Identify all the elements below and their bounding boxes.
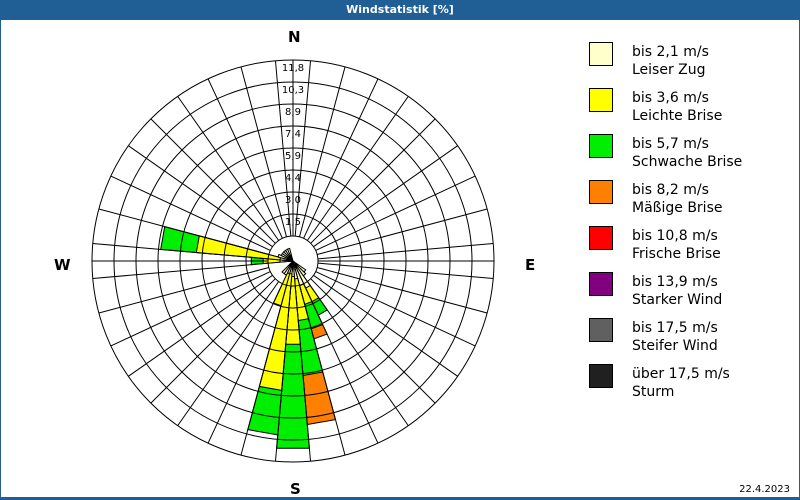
legend-swatch bbox=[589, 226, 613, 250]
chart-title: Windstatistik [%] bbox=[346, 3, 454, 16]
svg-text:3,0: 3,0 bbox=[285, 195, 301, 206]
legend-label: Schwache Brise bbox=[632, 154, 743, 170]
compass-north: N bbox=[288, 28, 301, 46]
date-stamp: 22.4.2023 bbox=[739, 484, 790, 495]
svg-text:5,9: 5,9 bbox=[285, 151, 301, 162]
legend-swatch bbox=[589, 364, 613, 388]
legend-swatch bbox=[589, 42, 613, 66]
svg-text:7,4: 7,4 bbox=[285, 129, 301, 140]
legend-speed: bis 2,1 m/s bbox=[632, 44, 709, 60]
legend-label: Sturm bbox=[632, 384, 675, 400]
legend-swatch bbox=[589, 180, 613, 204]
svg-text:4,4: 4,4 bbox=[285, 173, 301, 184]
legend-swatch bbox=[589, 134, 613, 158]
legend-label: Starker Wind bbox=[632, 292, 723, 308]
legend-label: Steifer Wind bbox=[632, 338, 718, 354]
svg-text:1,5: 1,5 bbox=[285, 217, 301, 228]
legend-speed: bis 13,9 m/s bbox=[632, 274, 718, 290]
compass-west: W bbox=[54, 256, 71, 274]
wind-rose-grid bbox=[91, 59, 495, 463]
legend-speed: bis 10,8 m/s bbox=[632, 228, 718, 244]
legend-speed: über 17,5 m/s bbox=[632, 366, 730, 382]
legend-speed: bis 5,7 m/s bbox=[632, 136, 709, 152]
legend-label: Frische Brise bbox=[632, 246, 721, 262]
legend-label: Mäßige Brise bbox=[632, 200, 723, 216]
bottom-border bbox=[0, 497, 800, 500]
compass-south: S bbox=[290, 480, 301, 498]
legend-swatch bbox=[589, 88, 613, 112]
legend-label: Leichte Brise bbox=[632, 108, 723, 124]
wind-rose-bars bbox=[160, 225, 337, 449]
compass-east: E bbox=[525, 256, 536, 274]
svg-text:11,8: 11,8 bbox=[282, 63, 304, 74]
legend-label: Leiser Zug bbox=[632, 62, 706, 78]
legend-speed: bis 3,6 m/s bbox=[632, 90, 709, 106]
svg-text:8,9: 8,9 bbox=[285, 107, 301, 118]
svg-text:10,3: 10,3 bbox=[282, 85, 304, 96]
legend-speed: bis 17,5 m/s bbox=[632, 320, 718, 336]
chart-title-bar: Windstatistik [%] bbox=[0, 0, 800, 20]
legend-speed: bis 8,2 m/s bbox=[632, 182, 709, 198]
legend-swatch bbox=[589, 272, 613, 296]
legend-swatch bbox=[589, 318, 613, 342]
ring-labels: 1,5 3,0 4,4 5,9 7,4 8,9 10,3 11,8 bbox=[282, 63, 304, 228]
